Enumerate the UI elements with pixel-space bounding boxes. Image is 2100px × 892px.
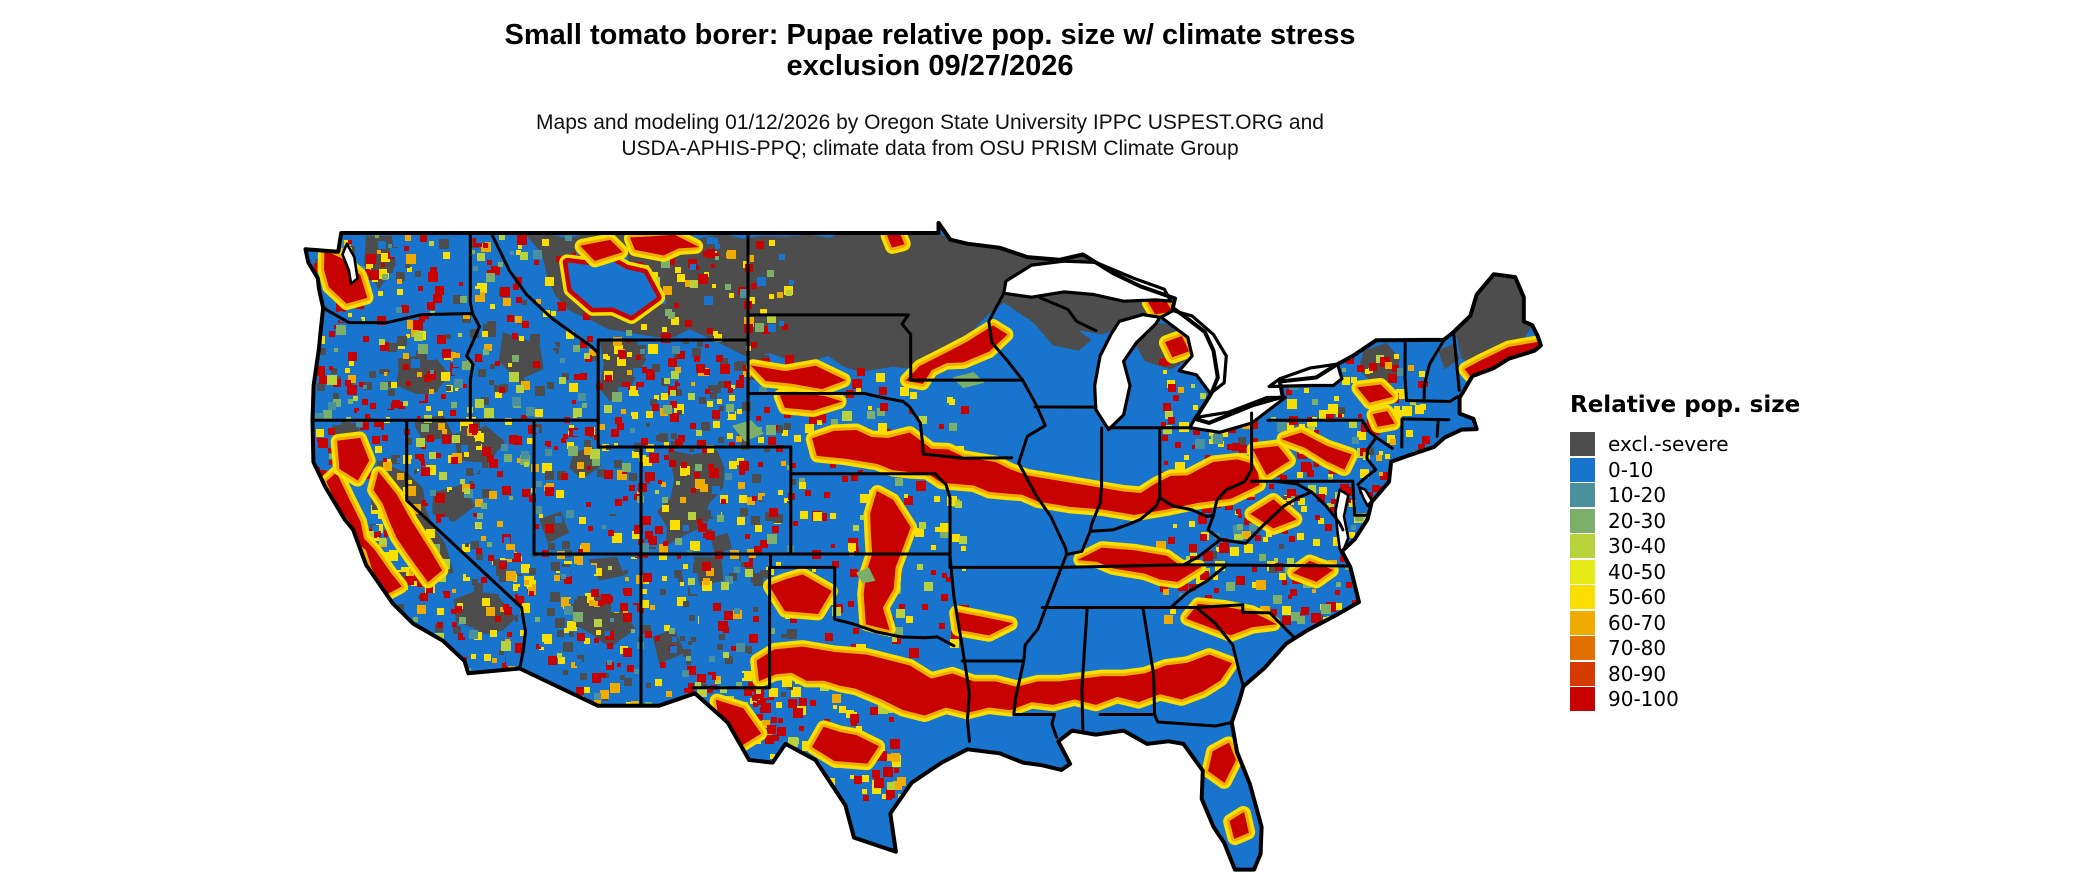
legend-item-label: 0-10 bbox=[1608, 457, 1654, 482]
legend-item-label: 60-70 bbox=[1608, 610, 1667, 635]
legend-swatch bbox=[1570, 508, 1595, 533]
legend-swatch bbox=[1570, 432, 1595, 456]
legend-swatch bbox=[1570, 661, 1595, 686]
legend-swatch bbox=[1570, 457, 1595, 482]
subtitle-line-1: Maps and modeling 01/12/2026 by Oregon S… bbox=[536, 111, 1324, 134]
legend-item: 50-60 bbox=[1570, 585, 1800, 609]
legend-item: 70-80 bbox=[1570, 636, 1800, 660]
legend-swatch bbox=[1570, 534, 1595, 558]
legend-items: excl.-severe 0-10 10-20 20-30 30-40 40-50 50-6… bbox=[1570, 432, 1800, 711]
legend-swatch bbox=[1570, 559, 1595, 584]
legend-swatch bbox=[1570, 483, 1595, 507]
legend-item: 20-30 bbox=[1570, 508, 1800, 533]
legend-item: 90-100 bbox=[1570, 687, 1800, 711]
title-line-2: exclusion 09/27/2026 bbox=[786, 50, 1074, 82]
legend-title: Relative pop. size bbox=[1570, 392, 1801, 418]
legend-item: 30-40 bbox=[1570, 534, 1800, 558]
legend-item-label: 40-50 bbox=[1608, 559, 1667, 584]
legend-swatch bbox=[1570, 585, 1595, 609]
legend-item-label: 80-90 bbox=[1608, 661, 1667, 686]
legend-item-label: 10-20 bbox=[1608, 483, 1667, 507]
legend-item: 0-10 bbox=[1570, 457, 1800, 482]
page-title: Small tomato borer: Pupae relative pop. … bbox=[0, 20, 1860, 82]
legend-item-label: 50-60 bbox=[1608, 585, 1667, 609]
title-line-1: Small tomato borer: Pupae relative pop. … bbox=[504, 19, 1356, 51]
legend-swatch bbox=[1570, 610, 1595, 635]
legend-item-label: 90-100 bbox=[1608, 687, 1679, 711]
legend-item-label: 70-80 bbox=[1608, 636, 1667, 660]
legend-item-label: 20-30 bbox=[1608, 508, 1667, 533]
legend-item-label: excl.-severe bbox=[1608, 432, 1729, 456]
legend: Relative pop. size excl.-severe 0-10 10-20… bbox=[1570, 392, 1800, 713]
subtitle: Maps and modeling 01/12/2026 by Oregon S… bbox=[0, 110, 1860, 162]
legend-swatch bbox=[1570, 636, 1595, 660]
legend-item: 40-50 bbox=[1570, 559, 1800, 584]
legend-item-label: 30-40 bbox=[1608, 534, 1667, 558]
legend-item: 10-20 bbox=[1570, 483, 1800, 507]
legend-item: 80-90 bbox=[1570, 661, 1800, 686]
legend-item: excl.-severe bbox=[1570, 432, 1800, 456]
legend-item: 60-70 bbox=[1570, 610, 1800, 635]
legend-swatch bbox=[1570, 687, 1595, 711]
subtitle-line-2: USDA-APHIS-PPQ; climate data from OSU PR… bbox=[621, 137, 1239, 160]
